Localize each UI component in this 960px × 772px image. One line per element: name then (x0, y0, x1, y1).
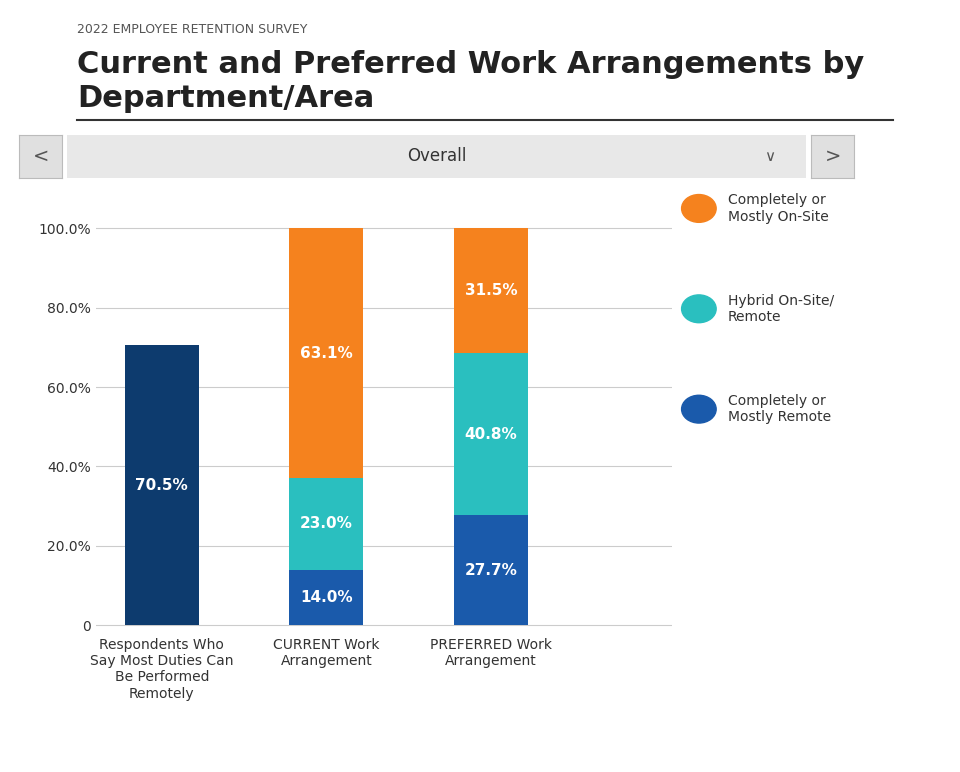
Bar (454, 515, 528, 625)
Bar (289, 570, 364, 625)
Text: Completely or
Mostly On-Site: Completely or Mostly On-Site (728, 193, 828, 224)
Text: 27.7%: 27.7% (465, 563, 517, 577)
Bar (289, 228, 364, 479)
Text: Completely or
Mostly Remote: Completely or Mostly Remote (728, 394, 830, 425)
Text: 63.1%: 63.1% (300, 346, 352, 361)
Bar (289, 479, 364, 570)
Bar (125, 346, 199, 625)
Text: 2022 EMPLOYEE RETENTION SURVEY: 2022 EMPLOYEE RETENTION SURVEY (77, 23, 307, 36)
Text: <: < (33, 147, 49, 166)
Text: 70.5%: 70.5% (135, 478, 188, 493)
Text: 23.0%: 23.0% (300, 516, 353, 531)
Text: >: > (825, 147, 841, 166)
Text: Hybrid On-Site/
Remote: Hybrid On-Site/ Remote (728, 293, 834, 324)
Text: 40.8%: 40.8% (465, 427, 517, 442)
Text: Overall: Overall (407, 147, 467, 165)
Bar (454, 354, 528, 515)
Text: Current and Preferred Work Arrangements by
Department/Area: Current and Preferred Work Arrangements … (77, 50, 864, 113)
Bar (454, 229, 528, 354)
Text: 14.0%: 14.0% (300, 590, 352, 604)
Text: ∨: ∨ (764, 149, 775, 164)
Text: 31.5%: 31.5% (465, 283, 517, 299)
